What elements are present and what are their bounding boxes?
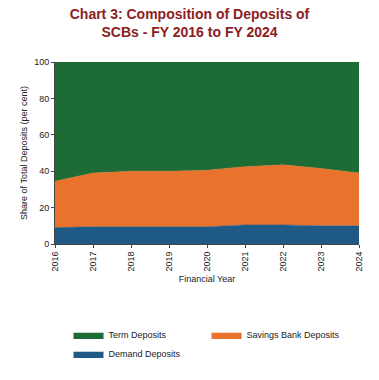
svg-text:Demand Deposits: Demand Deposits [109,349,181,359]
svg-text:2021: 2021 [240,252,250,272]
svg-text:Share of Total Deposits (per c: Share of Total Deposits (per cent) [19,86,29,220]
svg-text:2023: 2023 [316,252,326,272]
svg-text:2019: 2019 [164,252,174,272]
svg-text:2024: 2024 [354,252,364,272]
svg-text:2022: 2022 [278,252,288,272]
svg-text:Term Deposits: Term Deposits [109,330,167,340]
svg-text:2020: 2020 [202,252,212,272]
svg-text:Savings Bank Deposits: Savings Bank Deposits [247,330,340,340]
svg-text:20: 20 [39,203,49,213]
svg-text:2016: 2016 [50,252,60,272]
svg-text:Financial Year: Financial Year [179,274,236,284]
svg-text:60: 60 [39,130,49,140]
svg-text:100: 100 [34,57,49,67]
svg-text:80: 80 [39,94,49,104]
svg-text:40: 40 [39,166,49,176]
svg-text:Chart 3: Composition of Deposi: Chart 3: Composition of Deposits ofSCBs … [70,6,310,40]
svg-text:0: 0 [44,239,49,249]
svg-text:2017: 2017 [88,252,98,272]
svg-text:2018: 2018 [126,252,136,272]
